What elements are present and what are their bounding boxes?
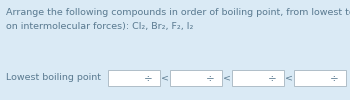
Text: ÷: ÷ — [144, 73, 152, 83]
FancyBboxPatch shape — [170, 70, 222, 86]
Text: Lowest boiling point: Lowest boiling point — [6, 74, 101, 82]
Text: <: < — [285, 74, 293, 82]
Text: <: < — [161, 74, 169, 82]
Text: Arrange the following compounds in order of boiling point, from lowest to highes: Arrange the following compounds in order… — [6, 8, 350, 17]
Text: ÷: ÷ — [268, 73, 276, 83]
Text: ÷: ÷ — [206, 73, 214, 83]
FancyBboxPatch shape — [294, 70, 346, 86]
Text: <: < — [223, 74, 231, 82]
Text: on intermolecular forces): Cl₂, Br₂, F₂, I₂: on intermolecular forces): Cl₂, Br₂, F₂,… — [6, 22, 193, 31]
FancyBboxPatch shape — [108, 70, 160, 86]
FancyBboxPatch shape — [232, 70, 284, 86]
Text: ÷: ÷ — [330, 73, 338, 83]
